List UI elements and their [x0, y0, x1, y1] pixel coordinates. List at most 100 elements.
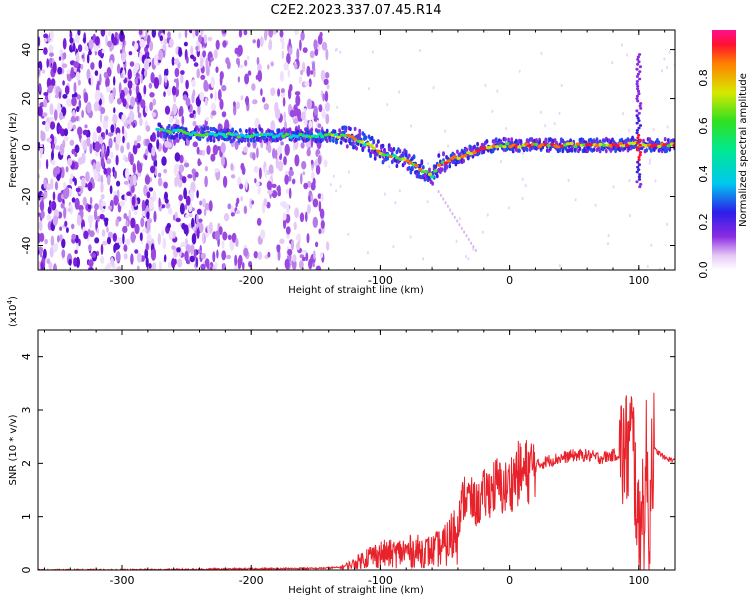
- ridge-blob: [252, 138, 256, 144]
- noise-blob: [104, 265, 110, 270]
- noise-blob: [73, 61, 79, 68]
- noise-blob: [313, 105, 318, 116]
- noise-blob: [91, 252, 97, 258]
- streak-blob: [460, 226, 463, 230]
- noise-blob: [125, 167, 129, 180]
- noise-blob: [71, 197, 76, 203]
- noise-blob: [212, 144, 219, 156]
- noise-blob: [118, 82, 122, 94]
- noise-blob: [119, 30, 125, 42]
- noise-blob: [312, 198, 319, 208]
- noise-blob: [271, 190, 278, 199]
- ridge-core: [615, 144, 620, 148]
- spike-blob: [636, 146, 640, 150]
- noise-speck: [539, 110, 542, 114]
- noise-blob: [259, 36, 264, 47]
- streak-blob: [451, 212, 454, 216]
- noise-blob: [122, 233, 125, 245]
- noise-blob: [188, 213, 193, 218]
- ridge-core: [388, 154, 393, 159]
- noise-blob: [134, 62, 140, 71]
- x-tick-label: 100: [628, 574, 649, 587]
- ridge-blob: [535, 138, 538, 143]
- noise-speck: [652, 128, 655, 132]
- noise-blob: [85, 171, 90, 182]
- ridge-blob: [431, 181, 434, 186]
- noise-blob: [88, 50, 92, 56]
- noise-blob: [94, 203, 99, 211]
- ridge-blob: [435, 173, 439, 179]
- noise-blob: [74, 152, 78, 157]
- noise-blob: [93, 209, 98, 221]
- noise-blob: [128, 209, 132, 221]
- ridge-core: [517, 145, 522, 149]
- noise-blob: [104, 218, 109, 227]
- ridge-blob: [325, 138, 329, 144]
- streak-blob: [474, 248, 477, 252]
- noise-blob: [203, 208, 207, 217]
- noise-blob: [165, 68, 169, 76]
- noise-speck: [455, 239, 458, 243]
- ridge-core: [546, 143, 551, 148]
- noise-blob: [74, 197, 80, 210]
- spike-blob: [638, 143, 642, 147]
- ridge-blob: [333, 129, 337, 135]
- noise-blob: [73, 257, 78, 267]
- noise-blob: [54, 166, 61, 175]
- noise-speck: [661, 69, 664, 73]
- streak-blob: [439, 193, 442, 197]
- noise-blob: [130, 96, 136, 107]
- noise-blob: [280, 88, 285, 94]
- snr-scale-prefix: (x10: [8, 304, 19, 327]
- x-tick-label: 0: [506, 274, 513, 287]
- noise-blob: [300, 31, 305, 41]
- noise-blob: [225, 57, 230, 65]
- noise-blob: [113, 195, 119, 206]
- noise-blob: [282, 201, 287, 209]
- noise-blob: [146, 211, 150, 220]
- noise-speck: [612, 185, 615, 189]
- noise-blob: [134, 210, 138, 215]
- noise-blob: [100, 107, 106, 114]
- spectrogram-marks: [38, 30, 675, 270]
- noise-blob: [318, 228, 322, 235]
- ridge-core: [172, 128, 177, 132]
- noise-blob: [134, 140, 138, 146]
- colorbar: 0.0 0.2 0.4 0.6 0.8 Normalized spectral ampl…: [697, 30, 749, 279]
- ridge-blob: [338, 128, 341, 133]
- noise-speck: [507, 206, 510, 210]
- noise-blob: [288, 169, 294, 177]
- noise-blob: [180, 70, 185, 75]
- noise-blob: [202, 149, 205, 156]
- ridge-blob: [666, 138, 670, 143]
- noise-blob: [326, 83, 330, 90]
- noise-blob: [130, 253, 134, 265]
- ridge-core: [627, 141, 633, 145]
- noise-blob: [77, 79, 81, 86]
- noise-speck: [347, 170, 350, 174]
- y-tick-label: 0: [20, 144, 33, 151]
- ridge-blob: [167, 124, 171, 129]
- spike-blob: [635, 80, 640, 83]
- noise-blob: [262, 96, 266, 103]
- noise-blob: [80, 63, 84, 70]
- noise-blob: [200, 263, 206, 270]
- spike-blob: [638, 185, 642, 189]
- spike-blob: [637, 155, 641, 159]
- noise-blob: [101, 132, 104, 138]
- noise-blob: [107, 40, 112, 48]
- noise-blob: [70, 173, 74, 180]
- ridge-core: [272, 135, 277, 139]
- ridge-blob: [282, 127, 286, 132]
- ridge-blob: [335, 140, 338, 145]
- streak-blob: [437, 190, 440, 194]
- noise-blob: [206, 145, 211, 155]
- noise-blob: [221, 111, 227, 118]
- noise-blob: [161, 204, 166, 209]
- noise-blob: [43, 47, 48, 55]
- noise-blob: [237, 76, 241, 83]
- ridge-blob: [395, 163, 399, 169]
- noise-blob: [62, 52, 67, 60]
- ridge-core: [526, 144, 532, 148]
- ridge-blob: [370, 135, 374, 141]
